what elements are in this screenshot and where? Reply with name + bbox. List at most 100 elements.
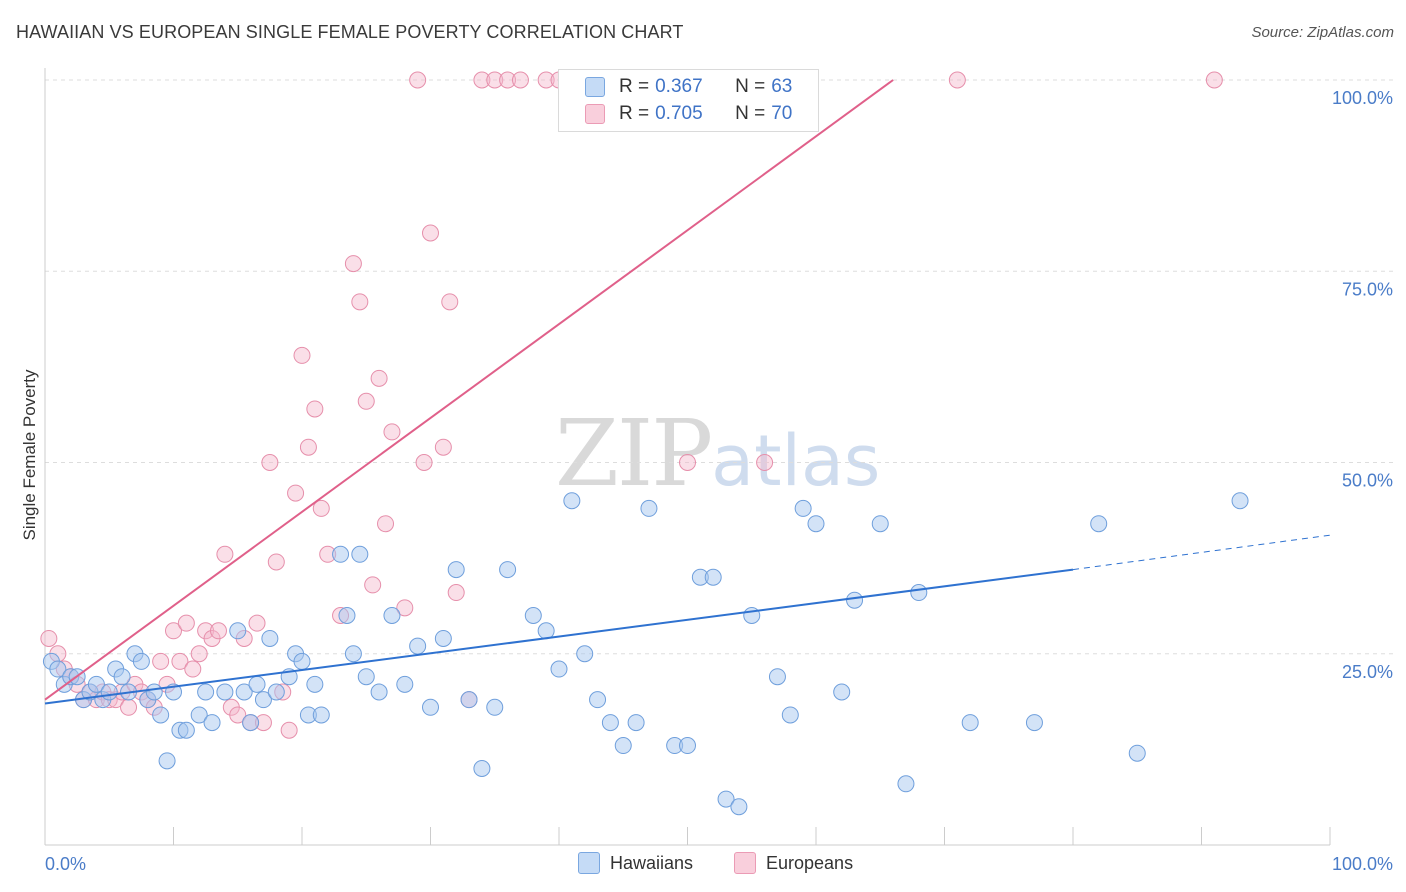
hawaiians-point [704,568,722,586]
hawaiians-point [781,706,799,724]
europeans-point [409,71,427,89]
hawaiians-point [409,637,427,655]
source-label: Source: ZipAtlas.com [1251,24,1394,41]
legend-n-value: 63 [771,76,793,97]
regression-lines [44,79,1331,705]
hawaiians-point [229,622,247,640]
europeans-point [364,576,382,594]
hawaiians-point [254,691,272,709]
grid [45,79,1395,655]
hawaiians-point [807,515,825,533]
y-tick-label: 25.0% [1342,662,1393,682]
legend-row-hawaiians: R = 0.367 N = 63 [585,76,792,98]
hawaiians-point [338,607,356,624]
hawaiians-point [306,675,324,693]
hawaiians-point [1128,744,1146,762]
hawaiians-points [42,492,1249,816]
europeans-point [280,721,298,739]
hawaiians-point [961,714,979,732]
legend-r-label: R = [619,76,650,97]
europeans-point [229,706,247,724]
hawaiians-point [910,584,928,602]
europeans-point [679,454,696,471]
hawaiians-point [177,721,195,739]
hawaiians-point [293,652,311,670]
hawaiians-point [871,515,889,533]
europeans-point [473,71,491,89]
bottom-legend-hawaiians: Hawaiians [578,852,693,874]
hawaiians-point [627,714,645,732]
hawaiians-point [730,798,748,816]
legend-r-label: R = [619,103,650,124]
y-tick-label: 50.0% [1342,471,1393,491]
hawaiians-point [1231,492,1249,510]
hawaiians-point [794,499,812,517]
x-tick-label: 0.0% [45,854,86,874]
legend-row-europeans: R = 0.705 N = 70 [585,103,792,125]
europeans-point [209,622,227,640]
hawaiians-regression-extension [1072,534,1331,571]
europeans-point [383,423,401,441]
hawaiians-point [351,545,369,563]
europeans-point [40,629,58,647]
legend-r-value: 0.367 [655,76,703,97]
europeans-point [415,454,433,471]
europeans-point [299,438,317,456]
legend-n-label: N = [735,76,766,97]
europeans-point [287,484,305,502]
europeans-points [40,71,1223,739]
hawaiians-point [113,668,131,686]
europeans-point [216,545,234,563]
hawaiians-point [499,561,517,579]
hawaiians-point [370,683,388,701]
europeans-point [422,224,439,242]
hawaiians-point [216,683,234,701]
europeans-point [165,622,182,640]
europeans-point [377,515,395,533]
europeans-point [351,293,369,311]
hawaiians-point [344,645,362,663]
hawaiians-regression-line [44,568,1074,705]
europeans-point [152,652,170,670]
hawaiians-point [589,691,607,709]
hawaiians-point [203,714,221,732]
hawaiians-point [447,561,465,579]
europeans-point [177,614,195,632]
hawaiians-point [100,683,118,701]
hawaiians-point [679,737,696,755]
hawaiians-point [846,591,864,609]
legend: R = 0.367 N = 63 R = 0.705 N = 70 [558,69,819,132]
hawaiians-point [383,607,401,624]
hawaiians-point [460,691,478,709]
hawaiians-point [537,622,555,640]
hawaiians-point [601,714,619,732]
europeans-point [756,454,774,471]
hawaiians-point [248,675,266,693]
chart-title: HAWAIIAN VS EUROPEAN SINGLE FEMALE POVER… [16,22,684,42]
hawaiians-point [332,545,350,563]
hawaiians-point [145,683,163,701]
bottom-legend-swatch-europeans [734,852,756,874]
hawaiians-point [434,629,452,647]
hawaiians-point [486,698,504,716]
bottom-legend-label-europeans: Europeans [766,852,854,873]
hawaiians-point [235,683,253,701]
hawaiians-point [242,714,260,732]
bottom-legend-swatch-hawaiians [578,852,600,874]
hawaiians-point [897,775,915,793]
hawaiians-point [576,645,594,663]
europeans-point [441,293,459,311]
watermark: ZIPatlas [555,400,880,507]
europeans-point [248,614,266,632]
hawaiians-point [563,492,581,510]
europeans-point [306,400,324,418]
tick-labels: 25.0% 50.0% 75.0% 100.0% 0.0% 100.0% [45,88,1393,874]
europeans-point [396,599,414,617]
europeans-point [190,645,208,663]
watermark-zip: ZIP [555,400,713,507]
legend-r-value: 0.705 [655,103,703,124]
hawaiians-point [717,790,735,808]
europeans-point [486,71,504,89]
europeans-point [537,71,555,89]
europeans-point [447,584,465,602]
